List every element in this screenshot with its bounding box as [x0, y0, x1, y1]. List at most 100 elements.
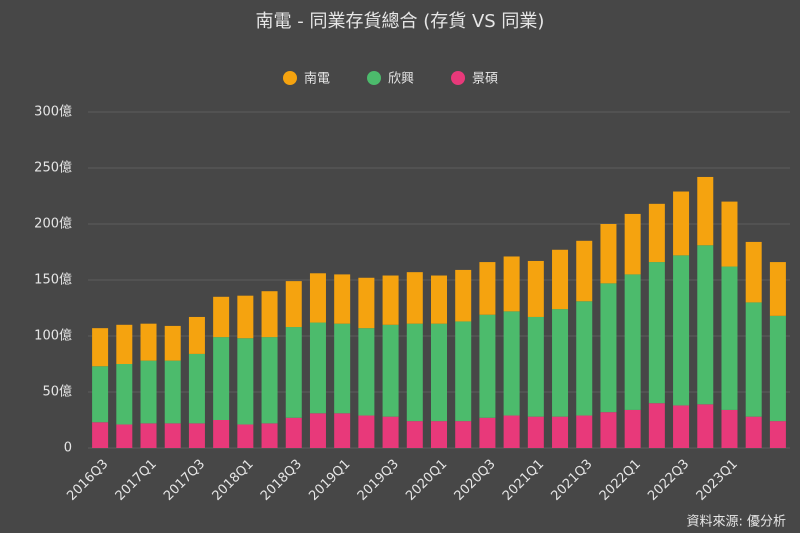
bar-segment [358, 277, 375, 329]
bar-segment [600, 283, 617, 413]
bar-segment [697, 245, 714, 405]
source: 資料來源: 優分析 [686, 515, 786, 530]
bar-segment [188, 316, 205, 354]
bar-segment [431, 421, 447, 448]
bar-segment [624, 213, 641, 275]
bar-segment [334, 413, 351, 448]
bar-segment [648, 262, 665, 404]
bar-segment [600, 412, 617, 448]
bar-segment [527, 260, 544, 317]
bar-segment [527, 416, 544, 448]
bar-segment [624, 274, 641, 410]
bar-segment [697, 176, 714, 246]
bar-segment [721, 201, 738, 267]
bar-segment [431, 275, 447, 324]
bar-segment [600, 224, 617, 284]
bar-segment [213, 337, 230, 420]
bar-segment [213, 296, 230, 338]
bar-segment [382, 416, 399, 448]
bar-segment [745, 302, 762, 417]
bar-segment [648, 403, 665, 448]
bar-segment [431, 323, 447, 422]
bar-segment [745, 416, 762, 448]
bar-segment [382, 324, 399, 417]
bar-segment [140, 323, 157, 361]
bar-segment [334, 274, 351, 324]
bar-segment [261, 337, 278, 424]
bar-segment [576, 301, 593, 416]
bar-segment [188, 353, 205, 424]
bar-segment [769, 315, 786, 422]
bar-segment [745, 241, 762, 303]
bar-segment [309, 273, 326, 323]
bar-segment [213, 420, 230, 448]
bar-segment [116, 324, 133, 364]
bar-segment [92, 422, 109, 448]
bar-segment [358, 415, 375, 448]
bar-segment [455, 269, 472, 322]
bar-segment [164, 325, 181, 361]
bar-segment [285, 417, 302, 448]
bar-segment [769, 262, 786, 316]
y-tick-label: 200億 [34, 216, 72, 232]
bar-segment [237, 295, 254, 339]
bar-segment [576, 240, 593, 302]
bar-segment [455, 321, 472, 422]
bar-segment [382, 275, 399, 325]
bar-segment [237, 338, 254, 425]
bar-segment [552, 416, 569, 448]
y-tick-label: 100億 [34, 328, 72, 344]
legend-label: 欣興 [388, 72, 414, 87]
bar-segment [479, 314, 496, 418]
bar-segment [164, 423, 181, 448]
bar-segment [503, 311, 520, 416]
bar-segment [406, 421, 423, 448]
y-tick-label: 150億 [34, 272, 72, 288]
bar-segment [358, 328, 375, 416]
bar-segment [479, 262, 496, 315]
bar-segment [479, 417, 496, 448]
bar-segment [673, 255, 690, 406]
bar-segment [164, 360, 181, 424]
bar-segment [527, 316, 544, 417]
y-tick-label: 0 [64, 441, 72, 456]
bar-segment [406, 323, 423, 422]
bar-segment [406, 272, 423, 324]
chart-title: 南電 - 同業存貨總合 (存貨 VS 同業) [256, 11, 545, 32]
bar-segment [309, 413, 326, 448]
bar-segment [116, 424, 133, 448]
bar-segment [769, 421, 786, 448]
bar-segment [188, 423, 205, 448]
bar-segment [503, 256, 520, 312]
bar-segment [285, 281, 302, 328]
bar-segment [552, 309, 569, 417]
bar-segment [648, 203, 665, 263]
legend-swatch [367, 71, 382, 85]
bar-segment [116, 364, 133, 425]
bar-segment [576, 415, 593, 448]
bar-segment [92, 328, 109, 367]
bar-segment [503, 415, 520, 448]
bar-segment [624, 409, 641, 448]
legend-label: 景碩 [472, 72, 498, 87]
y-tick-label: 250億 [34, 160, 72, 176]
bar-segment [697, 404, 714, 448]
bar-segment [261, 423, 278, 448]
bar-segment [237, 424, 254, 448]
bar-segment [673, 191, 690, 256]
bar-segment [334, 323, 351, 414]
bar-segment [285, 327, 302, 418]
legend-label: 南電 [304, 71, 330, 87]
bar-segment [261, 291, 278, 338]
bar-segment [455, 421, 472, 448]
legend-swatch [451, 71, 466, 85]
bar-segment [140, 360, 157, 424]
y-tick-label: 300億 [34, 104, 72, 120]
bar-segment [552, 249, 569, 310]
legend-swatch [283, 71, 297, 85]
bar-segment [673, 405, 690, 448]
bar-segment [309, 322, 326, 414]
bar-segment [721, 266, 738, 410]
